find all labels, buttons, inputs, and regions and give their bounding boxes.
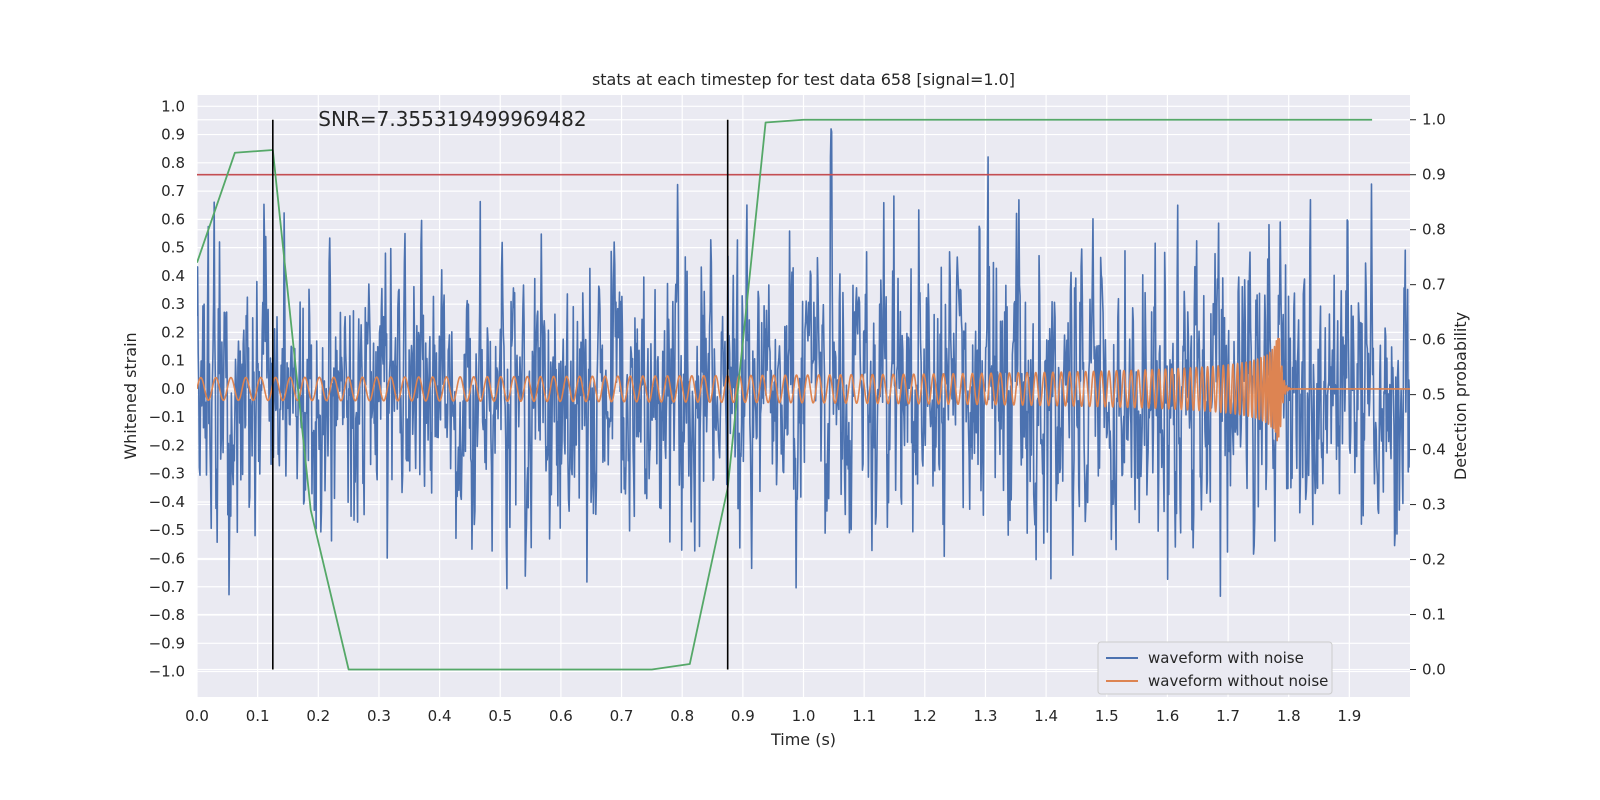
x-tick-label: 1.3 xyxy=(974,707,998,725)
y-right-tick-label: 0.2 xyxy=(1422,551,1446,569)
legend-label-waveform-with-noise: waveform with noise xyxy=(1148,649,1304,667)
y-right-tick-label: 0.5 xyxy=(1422,386,1446,404)
x-tick-label: 0.0 xyxy=(185,707,209,725)
legend-box xyxy=(1097,641,1333,695)
y-left-tick-label: −0.7 xyxy=(149,578,185,596)
y-axis-label-left: Whitened strain xyxy=(121,332,140,459)
chart-title: stats at each timestep for test data 658… xyxy=(592,70,1015,89)
y-left-tick-label: 0.5 xyxy=(161,239,185,257)
y-left-tick-label: 0.3 xyxy=(161,295,185,313)
y-right-tick-label: 0.1 xyxy=(1422,606,1446,624)
y-left-tick-label: 0.1 xyxy=(161,352,185,370)
series-layer xyxy=(197,118,1410,671)
x-tick-label: 1.4 xyxy=(1034,707,1058,725)
x-tick-label: 0.5 xyxy=(488,707,512,725)
x-tick-label: 1.2 xyxy=(913,707,937,725)
x-tick-label: 0.1 xyxy=(246,707,270,725)
y-left-tick-label: −0.6 xyxy=(149,550,185,568)
y-left-tick-label: 0.8 xyxy=(161,154,185,172)
y-left-tick-label: −0.8 xyxy=(149,606,185,624)
series-detection-probability xyxy=(197,118,1373,671)
series-waveform-without-noise xyxy=(197,337,1410,442)
y-right-tick-label: 0.6 xyxy=(1422,331,1446,349)
x-tick-label: 1.6 xyxy=(1155,707,1179,725)
y-left-tick-label: −0.2 xyxy=(149,436,185,454)
marker-layer xyxy=(272,119,729,670)
y-left-tick-label: −0.3 xyxy=(149,465,185,483)
x-tick-label: 0.7 xyxy=(610,707,634,725)
snr-annotation: SNR=7.355319499969482 xyxy=(318,107,586,131)
y-left-tick-label: 0.0 xyxy=(161,380,185,398)
y-right-tick-label: 0.4 xyxy=(1422,441,1446,459)
y-right-tick-label: 0.7 xyxy=(1422,276,1446,294)
legend-label-waveform-without-noise: waveform without noise xyxy=(1148,672,1328,690)
y-right-tick-label: 1.0 xyxy=(1422,111,1446,129)
y-left-tick-label: −0.1 xyxy=(149,408,185,426)
y-left-tick-label: 0.9 xyxy=(161,126,185,144)
y-left-tick-label: 1.0 xyxy=(161,97,185,115)
axis-layer: 0.0 0.1 0.2 0.3 0.4 0.5 0.6 0.7 0.8 0.9 1.0 1.1 1.2 1… xyxy=(149,97,1446,725)
x-tick-label: 0.6 xyxy=(549,707,573,725)
legend: waveform with noise waveform without noi… xyxy=(1097,641,1333,695)
x-tick-label: 1.0 xyxy=(792,707,816,725)
y-left-tick-label: 0.6 xyxy=(161,210,185,228)
x-tick-label: 1.8 xyxy=(1277,707,1301,725)
x-tick-label: 0.8 xyxy=(670,707,694,725)
x-tick-label: 0.4 xyxy=(428,707,452,725)
y-left-tick-label: −0.5 xyxy=(149,521,185,539)
y-right-tick-label: 0.9 xyxy=(1422,166,1446,184)
y-left-tick-label: −0.9 xyxy=(149,634,185,652)
y-right-tick-label: 0.8 xyxy=(1422,221,1446,239)
x-tick-label: 1.1 xyxy=(852,707,876,725)
x-axis-label: Time (s) xyxy=(770,730,836,749)
x-tick-label: 1.9 xyxy=(1337,707,1361,725)
series-waveform-with-noise xyxy=(197,128,1410,597)
x-tick-label: 0.2 xyxy=(306,707,330,725)
y-axis-label-right: Detection probability xyxy=(1451,312,1470,480)
x-tick-label: 1.7 xyxy=(1216,707,1240,725)
x-tick-label: 0.3 xyxy=(367,707,391,725)
y-right-tick-label: 0.0 xyxy=(1422,661,1446,679)
y-left-tick-label: 0.4 xyxy=(161,267,185,285)
x-tick-label: 1.5 xyxy=(1095,707,1119,725)
y-right-tick-label: 0.3 xyxy=(1422,496,1446,514)
y-left-tick-label: −0.4 xyxy=(149,493,185,511)
x-tick-label: 0.9 xyxy=(731,707,755,725)
y-left-tick-label: 0.2 xyxy=(161,323,185,341)
y-left-tick-label: 0.7 xyxy=(161,182,185,200)
y-left-tick-label: −1.0 xyxy=(149,663,185,681)
